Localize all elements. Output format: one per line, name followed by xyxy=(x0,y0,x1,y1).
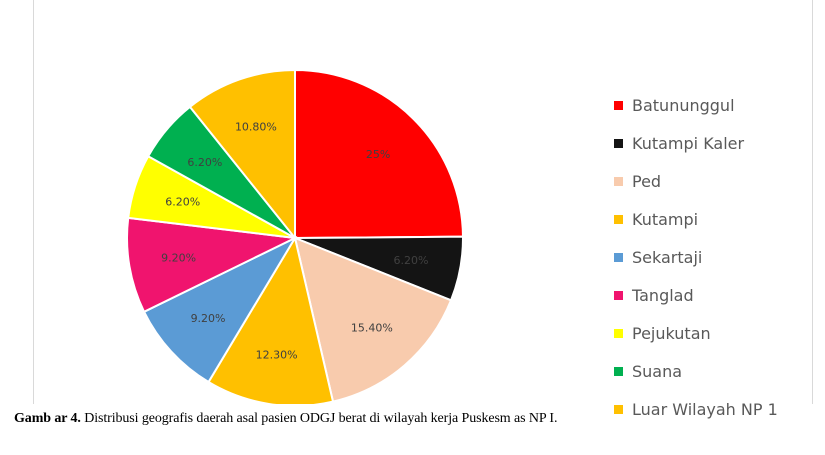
data-label-ped: 15.40% xyxy=(351,322,393,335)
data-label-sekartaji: 9.20% xyxy=(191,312,226,325)
legend-swatch xyxy=(614,366,623,376)
data-label-tanglad: 9.20% xyxy=(161,252,196,265)
pie-slice-sekartaji xyxy=(142,235,298,384)
data-label-kutampi-kaler: 6.20% xyxy=(393,254,428,267)
legend-swatch xyxy=(614,404,623,414)
legend-swatch xyxy=(614,252,623,262)
legend-item-suana: Suana xyxy=(614,352,778,390)
legend: Batununggul Kutampi Kaler Ped Kutampi Sekart… xyxy=(614,86,778,428)
pie-slice-kutampi xyxy=(207,235,335,404)
data-label-batununggul: 25% xyxy=(366,148,390,161)
chart-area: 25% 6.20% 15.40% 12.30% 9.20% 9.20% 6.20% 6.20%… xyxy=(33,0,813,419)
legend-item-sekartaji: Sekartaji xyxy=(614,238,778,276)
legend-label: Tanglad xyxy=(632,285,694,305)
caption-text: Distribusi geografis daerah asal pasien … xyxy=(80,411,558,426)
legend-item-batununggul: Batununggul xyxy=(614,86,778,124)
legend-label: Pejukutan xyxy=(632,323,711,343)
figure-caption: Gamb ar 4. Distribusi geografis daerah a… xyxy=(14,411,814,427)
legend-swatch xyxy=(614,290,623,300)
legend-label: Suana xyxy=(632,361,683,381)
pie-slice-tanglad xyxy=(126,216,299,314)
legend-swatch xyxy=(614,176,623,186)
legend-label: Ped xyxy=(632,171,662,191)
legend-label: Sekartaji xyxy=(632,247,703,267)
legend-swatch xyxy=(614,138,623,148)
pie-slice-luar-wilayah-np-1 xyxy=(188,68,296,241)
pie-slice-ped xyxy=(293,236,453,403)
pie-chart: 25% 6.20% 15.40% 12.30% 9.20% 9.20% 6.20% 6.20%… xyxy=(126,68,465,404)
pie-slice-batununggul xyxy=(294,68,465,240)
legend-label: Batununggul xyxy=(632,95,735,115)
legend-item-kutampi: Kutampi xyxy=(614,200,778,238)
legend-swatch xyxy=(614,328,623,338)
data-label-luar-wilayah-np-1: 10.80% xyxy=(235,121,277,134)
legend-item-tanglad: Tanglad xyxy=(614,276,778,314)
data-label-suana: 6.20% xyxy=(187,156,222,169)
legend-swatch xyxy=(614,214,623,224)
legend-label: Luar Wilayah NP 1 xyxy=(632,399,778,419)
legend-item-ped: Ped xyxy=(614,162,778,200)
caption-label: Gamb ar 4. xyxy=(14,411,81,426)
legend-label: Kutampi Kaler xyxy=(632,133,745,153)
data-label-pejukutan: 6.20% xyxy=(165,196,200,209)
data-label-kutampi: 12.30% xyxy=(256,349,298,362)
legend-item-kutampi-kaler: Kutampi Kaler xyxy=(614,124,778,162)
legend-item-luar-wilayah-np-1: Luar Wilayah NP 1 xyxy=(614,390,778,428)
legend-swatch xyxy=(614,100,623,110)
legend-label: Kutampi xyxy=(632,209,699,229)
legend-item-pejukutan: Pejukutan xyxy=(614,314,778,352)
